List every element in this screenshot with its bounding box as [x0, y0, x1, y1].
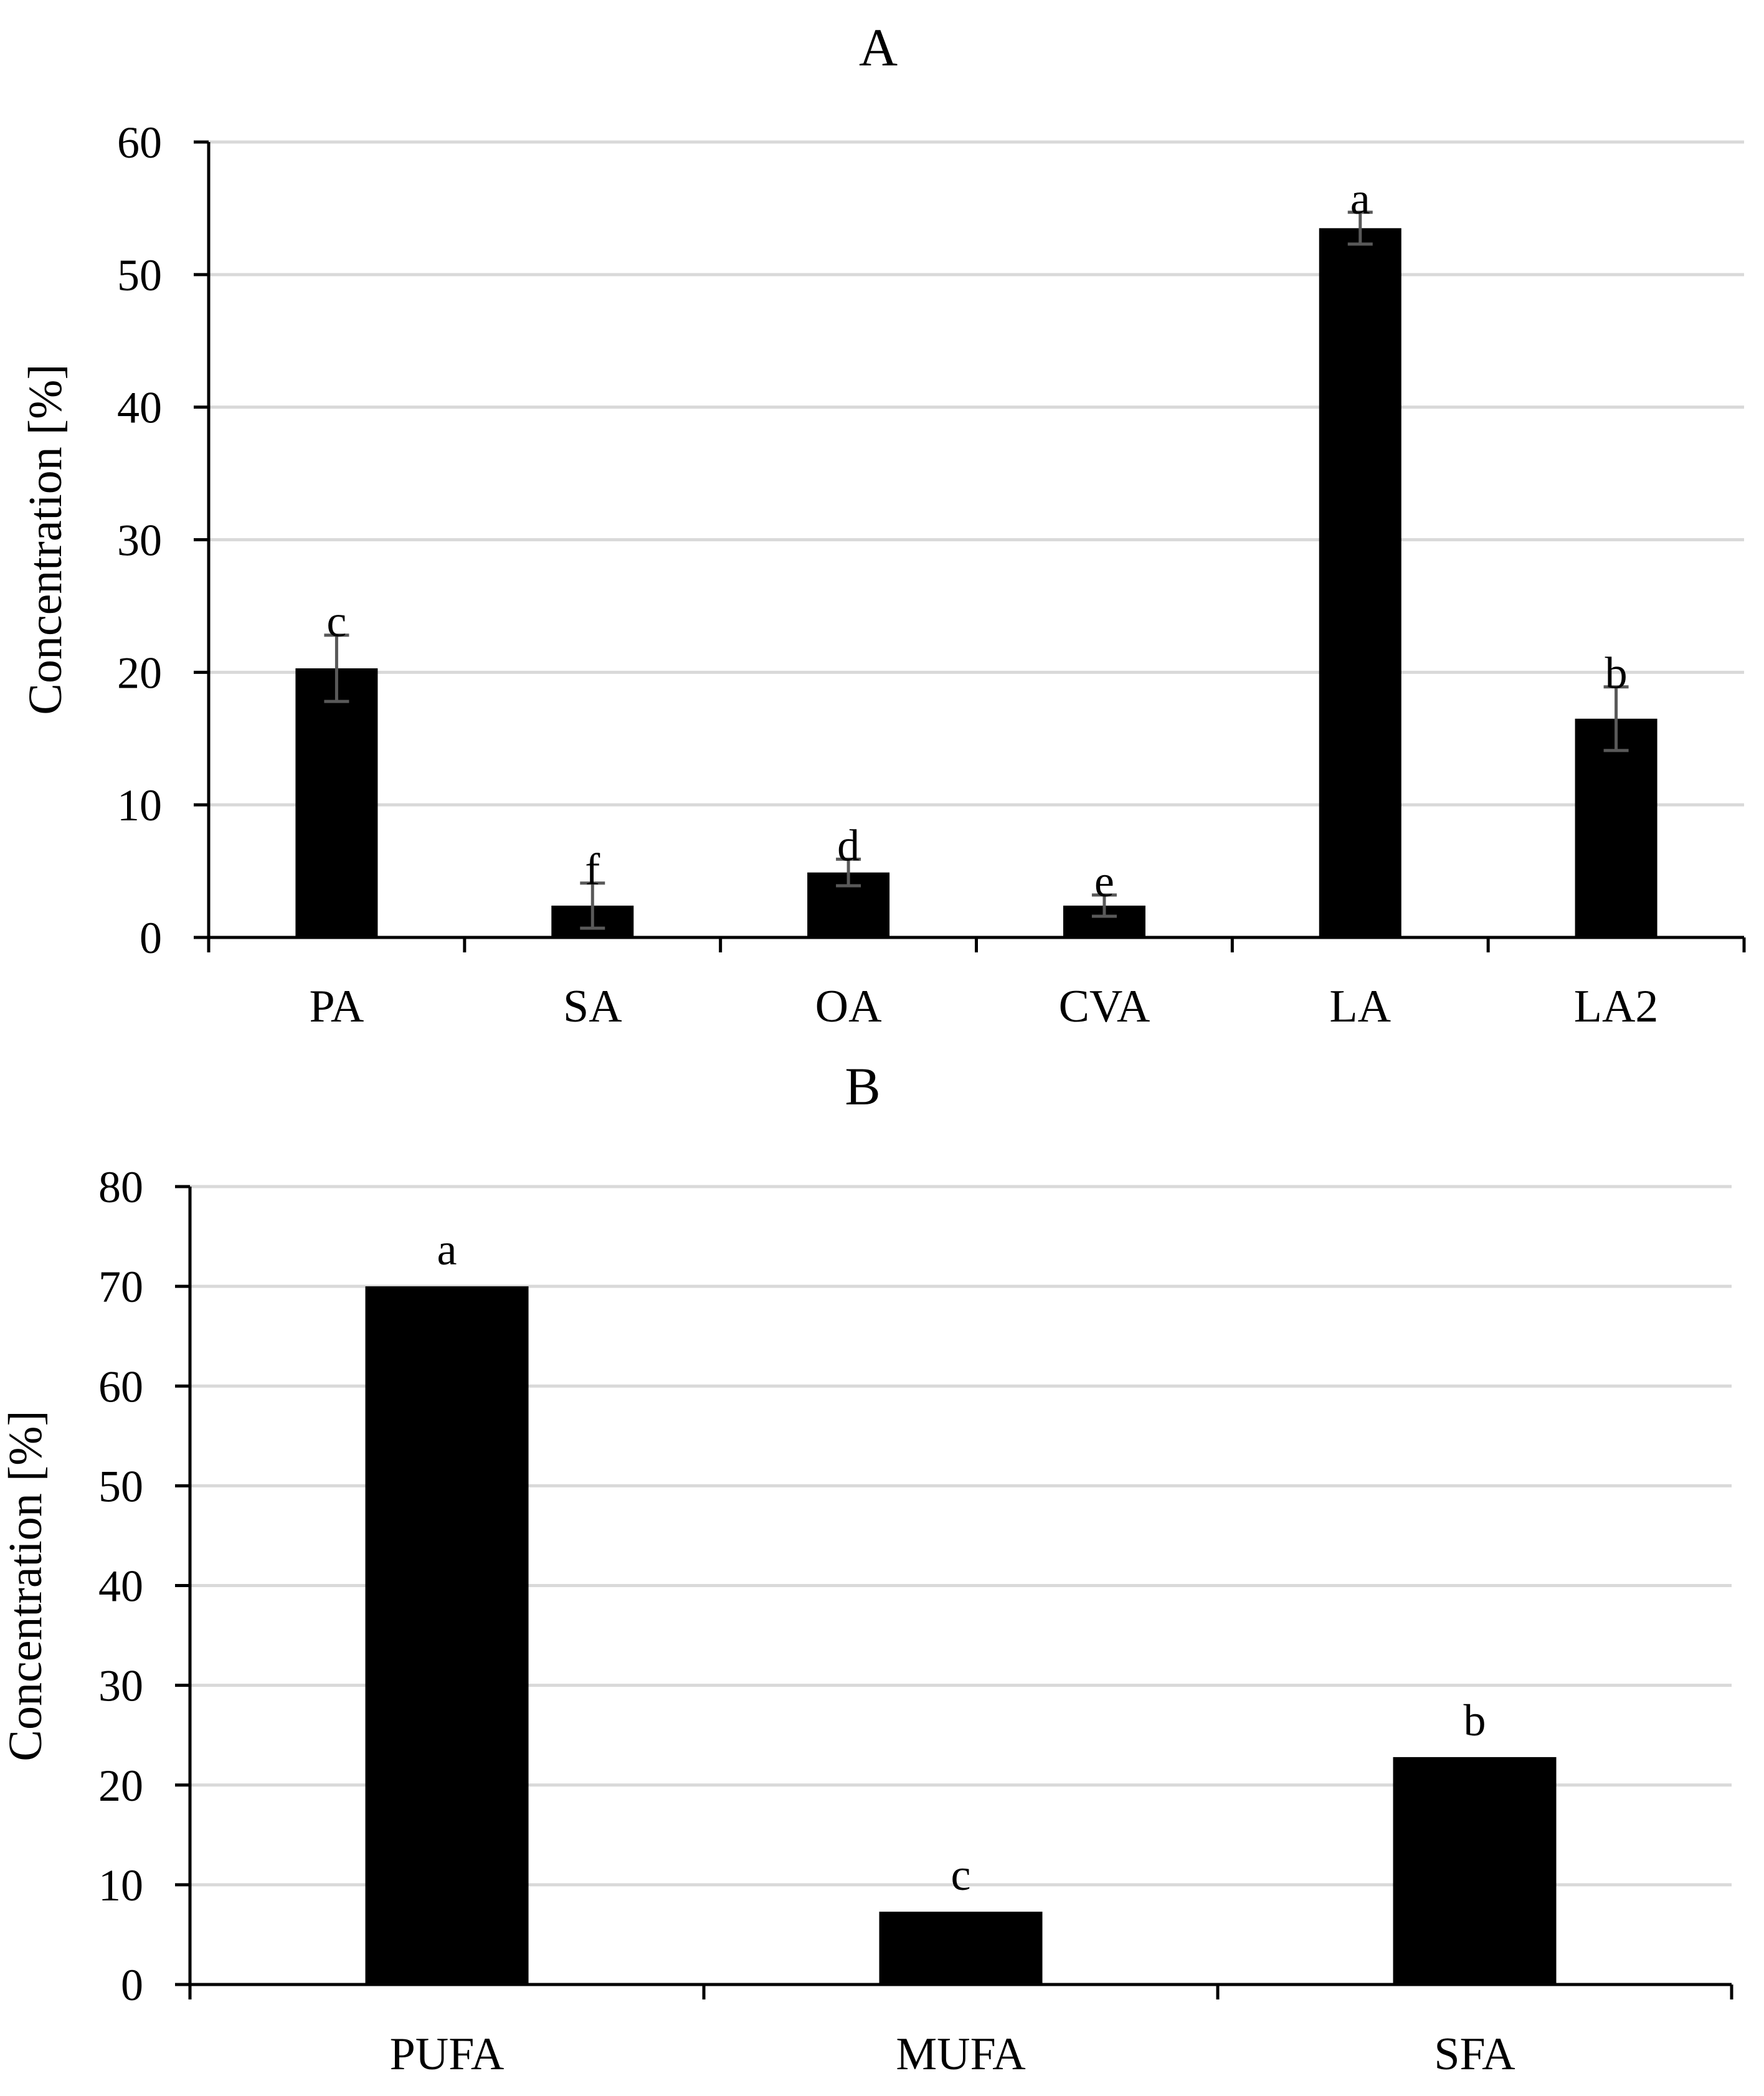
y-tick-label: 50	[117, 250, 162, 300]
significance-label: c	[951, 1850, 971, 1900]
y-tick-label: 30	[98, 1661, 143, 1711]
bar-mufa	[879, 1912, 1043, 1985]
significance-label: b	[1605, 648, 1628, 698]
category-label: CVA	[1059, 981, 1150, 1032]
y-tick-label: 20	[117, 648, 162, 698]
y-tick-label: 40	[98, 1562, 143, 1611]
y-tick-label: 60	[117, 118, 162, 168]
category-label: PUFA	[390, 2029, 505, 2080]
y-tick-label: 0	[121, 1960, 143, 2010]
category-label: LA	[1329, 981, 1391, 1032]
y-axis-label: Concentration [%]	[0, 1410, 52, 1761]
chart-title: A	[859, 17, 898, 77]
chart-b: 0 10 20 30 40 50 60 70 80 a PUFA c MUFA b SFA B Concentr…	[0, 1056, 1733, 2080]
category-label: LA2	[1574, 981, 1659, 1032]
bar-sfa	[1393, 1757, 1557, 1985]
bar-la	[1319, 228, 1401, 937]
chart-a: 0 10 20 30 40 50 60 c PA f SA d OA e CVA a LA b LA2 A Concen…	[19, 17, 1746, 1032]
y-tick-label: 30	[117, 516, 162, 566]
chart-title: B	[845, 1056, 880, 1116]
y-tick-label: 10	[98, 1861, 143, 1910]
bar-pa	[295, 668, 378, 937]
bar-pufa	[365, 1286, 529, 1985]
y-tick-label: 10	[117, 780, 162, 830]
y-tick-label: 20	[98, 1761, 143, 1811]
category-label: SA	[563, 981, 622, 1032]
category-label: SFA	[1434, 2029, 1515, 2080]
y-tick-label: 0	[140, 913, 162, 963]
category-label: MUFA	[896, 2029, 1025, 2080]
significance-label: f	[585, 845, 600, 894]
significance-label: e	[1094, 856, 1114, 906]
significance-label: c	[326, 597, 346, 647]
y-tick-label: 80	[98, 1162, 143, 1212]
y-tick-label: 70	[98, 1262, 143, 1312]
category-label: OA	[815, 981, 882, 1032]
category-label: PA	[310, 981, 364, 1032]
significance-label: d	[837, 820, 860, 870]
significance-label: b	[1464, 1695, 1486, 1745]
y-axis-label: Concentration [%]	[19, 364, 72, 714]
significance-label: a	[1350, 174, 1370, 224]
significance-label: a	[437, 1225, 457, 1274]
y-tick-label: 50	[98, 1461, 143, 1511]
bar-la2	[1575, 718, 1657, 937]
y-tick-label: 40	[117, 383, 162, 433]
y-tick-label: 60	[98, 1362, 143, 1411]
